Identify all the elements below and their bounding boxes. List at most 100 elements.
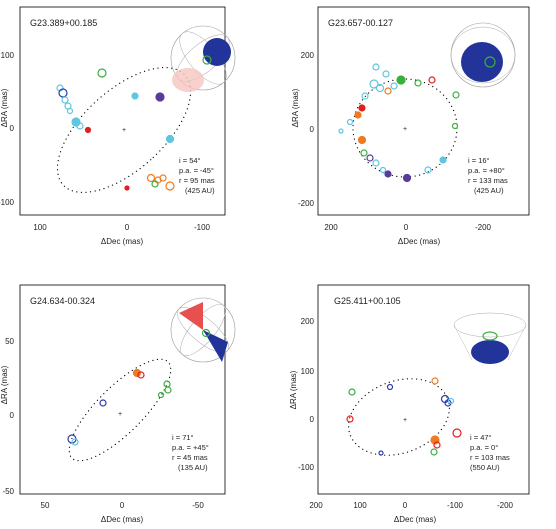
maser-spot <box>433 441 441 449</box>
maser-spot <box>361 92 369 100</box>
maser-spot <box>358 104 366 112</box>
panel-1-ring-fit <box>56 66 192 194</box>
param-radius-au: (550 AU) <box>470 463 500 472</box>
maser-spot <box>131 92 139 100</box>
panel-3-params: i = 71° p.a. = +45° r = 45 mas (135 AU) <box>172 433 209 472</box>
disk-blueshifted-cone <box>203 38 231 66</box>
param-radius-au: (425 AU) <box>185 186 215 195</box>
panel-4-source-label: G25.411+00.105 <box>334 296 401 306</box>
maser-spot <box>424 166 432 174</box>
disk-ring <box>450 26 516 84</box>
maser-spot <box>366 154 374 162</box>
maser-spot <box>66 107 74 115</box>
panel-2-maser-spots <box>338 63 460 183</box>
maser-spot <box>165 181 175 191</box>
param-radius: r = 95 mas <box>179 176 215 185</box>
disk-ring-green <box>201 328 211 338</box>
maser-spot <box>132 368 142 378</box>
maser-spot <box>165 134 175 144</box>
maser-spot <box>76 122 84 130</box>
panel-3-yticks: 50 0 -50 <box>2 337 14 496</box>
param-inclination: i = 71° <box>172 433 194 442</box>
panel-3-ytick: 50 <box>5 337 14 346</box>
disk-ring <box>177 307 229 353</box>
maser-spot <box>354 111 362 119</box>
maser-spot <box>338 128 344 134</box>
disk-redshifted-cone <box>172 68 204 92</box>
panel-2-ylabel: ΔRA (mas) <box>291 88 300 127</box>
panel-2-xtick: 0 <box>404 223 409 232</box>
maser-spot <box>379 166 387 174</box>
maser-spot <box>390 82 398 90</box>
panel-3-ytick: 0 <box>10 411 15 420</box>
panel-4-xticks: 200 100 0 -100 -200 <box>309 501 513 510</box>
panel-1-frame <box>19 6 226 216</box>
param-radius-au: (135 AU) <box>178 463 208 472</box>
panel-1-center-marker: + <box>122 127 126 134</box>
panel-2-center-marker: + <box>403 126 407 133</box>
maser-spot <box>84 126 92 134</box>
disk-redshifted-cone <box>179 302 203 330</box>
maser-spot <box>428 76 436 84</box>
disk-sphere <box>170 25 236 91</box>
param-position-angle: p.a. = 0° <box>470 443 498 452</box>
panel-1-params: i = 54° p.a. = -45° r = 95 mas (425 AU) <box>179 156 215 195</box>
param-inclination: i = 47° <box>470 433 492 442</box>
panel-1-ytick: -100 <box>0 198 15 207</box>
panel-2-params: i = 16° p.a. = +80° r = 133 mas (425 AU) <box>468 156 508 195</box>
panel-1-source-label: G23.389+00.185 <box>30 18 97 28</box>
panel-4-ytick: 0 <box>310 415 315 424</box>
maser-spot <box>163 380 171 388</box>
maser-spot <box>431 377 439 385</box>
panel-3-ylabel: ΔRA (mas) <box>0 365 9 404</box>
panel-3-source-label: G24.634-00.324 <box>30 296 95 306</box>
panel-3-xticks: 50 0 -50 <box>41 501 205 510</box>
panel-4-yticks: 200 100 0 -100 <box>298 317 315 472</box>
panel-4-xlabel: ΔDec (mas) <box>394 515 437 524</box>
maser-spot <box>146 173 156 183</box>
panel-2-ytick: 200 <box>301 51 315 60</box>
maser-spot <box>58 88 68 98</box>
maser-spot <box>414 79 422 87</box>
maser-spot <box>384 170 392 178</box>
panel-4-xtick: -100 <box>447 501 464 510</box>
maser-spot <box>360 149 368 157</box>
panel-4-center-marker: + <box>403 417 407 424</box>
param-radius: r = 45 mas <box>172 453 208 462</box>
maser-spot <box>151 180 159 188</box>
panel-1-xtick: -100 <box>194 223 211 232</box>
panel-1-xtick: 0 <box>125 223 130 232</box>
maser-spot <box>452 91 460 99</box>
maser-spot <box>155 92 165 102</box>
maser-spot <box>71 117 81 127</box>
maser-spot <box>124 185 130 191</box>
panel-3-center-marker: + <box>118 411 122 418</box>
maser-spot <box>346 415 354 423</box>
panel-4-ytick: 200 <box>301 317 315 326</box>
disk-blueshifted-cone <box>203 330 228 362</box>
panel-2-disk-sketch <box>450 22 516 88</box>
panel-3: G24.634-00.324 50 0 -50 50 0 -50 ΔDec (m… <box>0 284 236 524</box>
disk-ring-green <box>484 56 496 68</box>
panel-4-ytick: 100 <box>301 367 315 376</box>
maser-spot <box>157 391 165 399</box>
panel-2-ytick: 0 <box>310 125 315 134</box>
disk-sphere <box>170 297 236 363</box>
param-radius: r = 133 mas <box>468 176 508 185</box>
maser-spot <box>137 371 145 379</box>
panel-2: G23.657-00.127 200 0 -200 200 0 -200 ΔDe… <box>291 6 530 246</box>
panel-3-disk-sketch <box>170 297 236 363</box>
disk-ring-green <box>482 331 498 341</box>
panel-4: G25.411+00.105 200 100 0 -100 200 100 0 … <box>289 284 530 524</box>
maser-spot <box>372 159 380 167</box>
panel-3-maser-spots <box>67 368 172 446</box>
panel-4-xtick: 200 <box>309 501 323 510</box>
panel-1-ytick: 0 <box>10 124 15 133</box>
maser-spot <box>386 383 394 391</box>
panel-2-frame <box>317 6 530 216</box>
panel-2-xtick: 200 <box>324 223 338 232</box>
maser-spot <box>61 96 69 104</box>
panel-2-yticks: 200 0 -200 <box>298 51 315 208</box>
panel-4-ytick: -100 <box>298 463 315 472</box>
maser-spot <box>396 75 406 85</box>
